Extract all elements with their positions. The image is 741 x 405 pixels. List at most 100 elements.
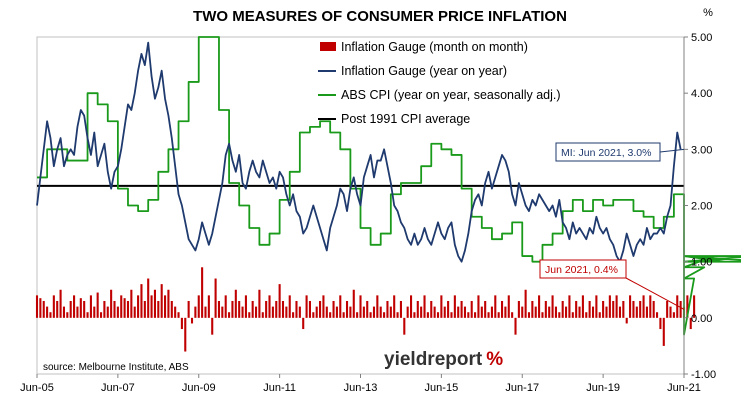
bar-mom-53 [214,278,217,318]
y-unit-label: % [703,7,713,19]
bar-mom-138 [500,300,504,318]
annotation-mom-label: Jun 2021, 0.4% [545,264,618,276]
bar-mom-161 [578,306,581,318]
bar-mom-93 [349,306,352,318]
bar-mom-184 [656,312,659,318]
bar-mom-45 [187,300,190,318]
legend-swatch-0 [320,42,336,51]
bar-mom-68 [265,300,268,318]
bar-series-month-on-month [35,267,696,352]
bar-mom-168 [602,300,605,318]
bar-mom-15 [86,312,89,318]
bar-mom-153 [551,295,554,318]
bar-mom-155 [558,312,561,318]
bar-mom-173 [618,306,622,318]
bar-mom-52 [211,317,214,335]
line-series-group [36,36,741,336]
bar-mom-139 [504,306,507,318]
bar-mom-156 [561,300,564,318]
bar-mom-62 [244,295,247,318]
bar-mom-84 [319,300,322,318]
bar-mom-83 [315,306,318,318]
bar-mom-144 [521,306,524,318]
bar-mom-9 [66,312,69,318]
x-tick-label: Jun-15 [425,382,459,394]
bar-mom-180 [642,295,645,318]
y-tick-label: 4.00 [691,88,712,100]
x-tick-label: Jun-11 [263,382,296,394]
bar-mom-44 [184,317,187,352]
bar-mom-8 [62,306,65,318]
bar-mom-29 [133,306,136,318]
bar-mom-186 [662,317,665,346]
bar-mom-185 [659,317,662,330]
legend-label: Inflation Gauge (month on month) [341,40,528,54]
bar-mom-80 [305,295,308,318]
bar-mom-25 [120,295,123,318]
bar-mom-94 [352,289,355,318]
bar-mom-176 [629,295,632,318]
bar-mom-112 [413,312,416,318]
bar-mom-150 [541,312,544,318]
bar-mom-101 [376,295,379,318]
bar-mom-78 [298,306,301,318]
bar-mom-40 [170,300,173,318]
bar-mom-181 [645,306,648,318]
bar-mom-81 [308,300,311,318]
annotation-mi-leader [659,148,685,153]
bar-mom-174 [622,300,625,318]
bar-mom-162 [581,295,584,318]
bar-mom-194 [689,317,692,330]
bar-mom-135 [490,306,493,318]
bar-mom-12 [76,306,79,318]
bar-mom-124 [453,295,456,318]
bar-mom-34 [150,295,153,318]
bar-mom-86 [325,306,328,318]
x-tick-label: Jun-13 [344,382,378,394]
bar-mom-55 [221,306,224,318]
bar-mom-163 [585,312,588,318]
bar-mom-114 [420,306,423,318]
bar-mom-115 [423,295,426,318]
bar-mom-191 [679,300,682,318]
bar-mom-108 [399,300,402,318]
x-tick-label: Jun-07 [101,382,135,394]
bar-mom-87 [329,312,332,318]
bar-mom-128 [467,312,470,318]
bar-mom-102 [379,306,382,318]
yieldreport-logo: yieldreport% [384,349,503,370]
bar-mom-23 [113,300,116,318]
bar-mom-100 [372,306,376,318]
bar-mom-167 [598,312,601,318]
y-tick-label: 5.00 [691,32,712,44]
bar-mom-88 [332,300,335,318]
bar-mom-50 [204,306,207,318]
bar-mom-58 [231,300,234,318]
legend-label: ABS CPI (year on year, seasonally adj.) [341,88,561,102]
bar-mom-137 [497,312,500,318]
source-note: source: Melbourne Institute, ABS [43,362,189,373]
x-tick-label: Jun-09 [182,382,216,394]
bar-mom-2 [42,300,45,318]
bar-mom-56 [224,295,227,318]
bar-mom-20 [103,300,106,318]
bar-mom-190 [676,295,679,318]
bar-mom-117 [430,300,433,318]
bar-mom-0 [35,295,39,318]
bar-mom-48 [197,295,200,318]
y-tick-label: 3.00 [691,144,712,156]
bar-mom-32 [143,300,146,318]
bar-mom-43 [180,317,183,330]
bar-mom-76 [292,312,295,318]
bar-mom-49 [201,267,204,318]
bar-mom-158 [568,295,571,318]
bar-mom-30 [137,295,140,318]
bar-mom-92 [345,300,349,318]
bar-mom-11 [73,295,76,318]
bar-mom-91 [342,312,345,318]
bar-mom-31 [140,284,143,318]
bar-mom-72 [278,284,281,318]
bar-mom-157 [565,306,568,318]
bar-mom-36 [157,300,160,318]
bar-mom-26 [123,298,126,318]
